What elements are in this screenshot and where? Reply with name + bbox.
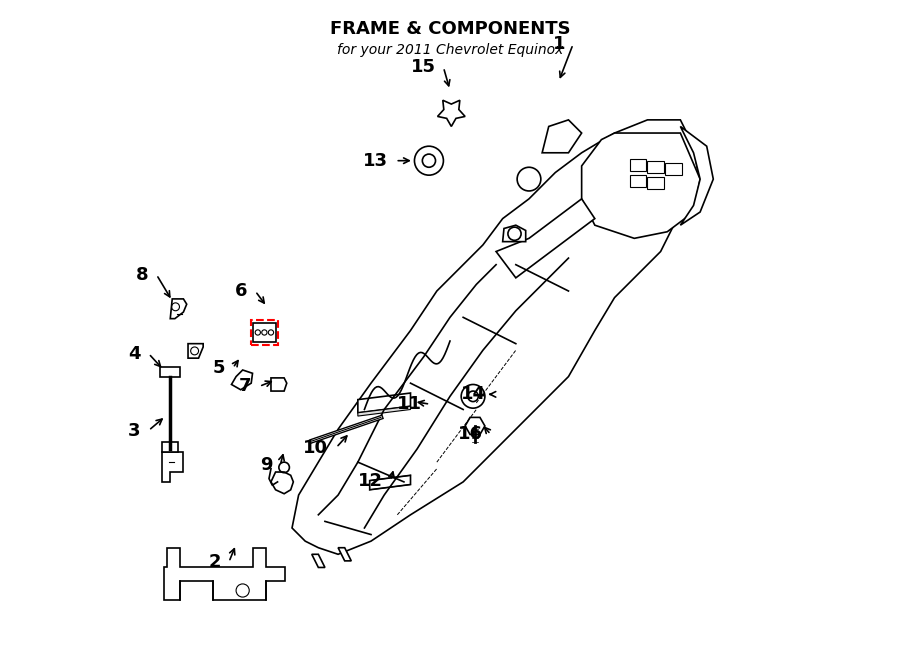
Bar <box>647 177 664 189</box>
Circle shape <box>461 385 485 408</box>
Text: 9: 9 <box>260 457 273 475</box>
Polygon shape <box>271 472 293 494</box>
Polygon shape <box>188 344 203 358</box>
Polygon shape <box>311 555 325 567</box>
Text: 6: 6 <box>235 282 248 300</box>
Text: 15: 15 <box>410 58 436 76</box>
Bar <box>630 175 646 187</box>
Bar <box>647 161 664 173</box>
Polygon shape <box>338 548 351 561</box>
Text: 8: 8 <box>136 266 149 284</box>
Text: 1: 1 <box>553 35 565 53</box>
Polygon shape <box>437 100 465 126</box>
Polygon shape <box>162 442 178 452</box>
Circle shape <box>415 146 444 175</box>
Polygon shape <box>271 378 287 391</box>
Bar <box>251 320 277 345</box>
Bar <box>630 159 646 171</box>
Polygon shape <box>170 299 186 319</box>
Polygon shape <box>160 367 180 377</box>
Polygon shape <box>253 323 275 342</box>
Text: 13: 13 <box>363 151 388 170</box>
Text: for your 2011 Chevrolet Equinox: for your 2011 Chevrolet Equinox <box>337 43 563 57</box>
Text: 12: 12 <box>358 471 382 490</box>
Text: 4: 4 <box>128 344 140 362</box>
Polygon shape <box>292 120 700 555</box>
Polygon shape <box>358 393 410 412</box>
Text: 7: 7 <box>238 377 251 395</box>
Polygon shape <box>542 120 581 153</box>
Polygon shape <box>358 407 410 416</box>
Polygon shape <box>162 452 184 482</box>
Polygon shape <box>680 126 714 225</box>
Polygon shape <box>164 548 285 600</box>
Polygon shape <box>370 475 410 490</box>
Text: 10: 10 <box>303 439 328 457</box>
Polygon shape <box>496 199 595 278</box>
Text: 11: 11 <box>398 395 422 413</box>
Polygon shape <box>503 225 526 242</box>
Text: 2: 2 <box>209 553 220 571</box>
Polygon shape <box>465 417 485 434</box>
Text: 3: 3 <box>128 422 140 440</box>
Bar <box>665 163 681 175</box>
Text: 16: 16 <box>458 426 483 444</box>
Text: FRAME & COMPONENTS: FRAME & COMPONENTS <box>329 20 571 38</box>
Polygon shape <box>231 370 253 390</box>
Polygon shape <box>581 133 700 239</box>
Text: 14: 14 <box>461 385 486 403</box>
Text: 5: 5 <box>212 359 225 377</box>
